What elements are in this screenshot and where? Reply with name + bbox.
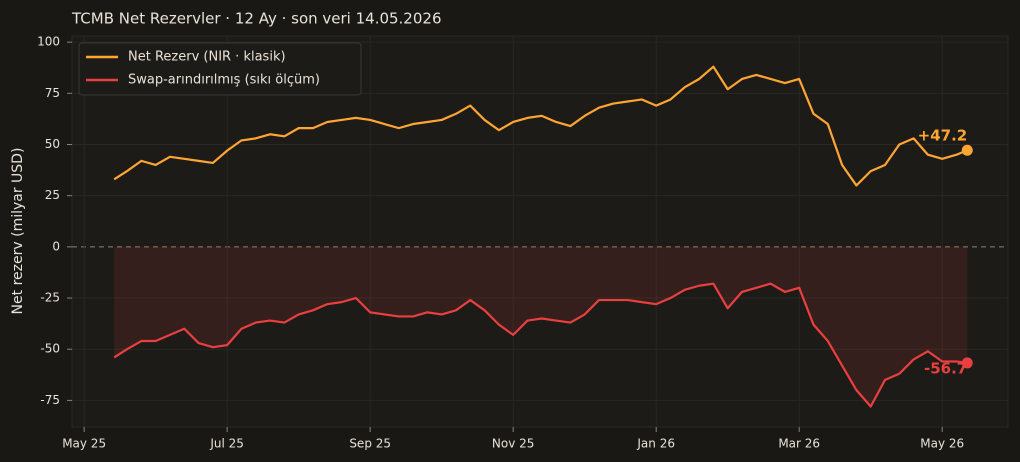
x-tick-label: Sep 25 (349, 437, 391, 451)
end-point (961, 357, 973, 369)
end-point (961, 144, 973, 156)
legend: Net Rezerv (NIR · klasik) Swap-arındırıl… (78, 42, 362, 96)
y-tick-label: 50 (45, 137, 60, 151)
plot-area (71, 35, 1009, 428)
end-label: +47.2 (918, 127, 968, 145)
y-tick-label: -50 (40, 342, 60, 356)
x-tick-label: Mar 26 (778, 437, 820, 451)
series-line (113, 282, 968, 408)
x-tick-label: Nov 25 (492, 437, 535, 451)
legend-label: Swap-arındırılmış (sıkı ölçüm) (128, 73, 320, 88)
marks: +47.2 -56.7 (113, 65, 973, 408)
x-tick-label: May 25 (62, 437, 106, 451)
y-tick-label: -25 (40, 291, 60, 305)
legend-box (78, 42, 362, 96)
end-label: -56.7 (924, 359, 967, 377)
y-axis-title: Net rezerv (milyar USD) (10, 148, 26, 315)
y-tick-label: 100 (37, 35, 60, 49)
chart-title: TCMB Net Rezervler · 12 Ay · son veri 14… (71, 10, 442, 28)
series-line (113, 65, 968, 187)
legend-label: Net Rezerv (NIR · klasik) (128, 50, 286, 65)
area-fill (114, 246, 968, 407)
y-tick-label: 75 (45, 86, 60, 100)
x-tick-label: May 26 (920, 437, 964, 451)
grid: -75 -50 -25 0 25 50 75 100 May 25 Jul 25 Sep 25 Nov… (37, 35, 1008, 451)
y-tick-label: -75 (40, 393, 60, 407)
y-tick-label: 25 (45, 188, 60, 202)
x-tick-label: Jan 26 (636, 437, 675, 451)
x-tick-label: Jul 25 (209, 437, 244, 451)
y-tick-label: 0 (52, 239, 60, 253)
